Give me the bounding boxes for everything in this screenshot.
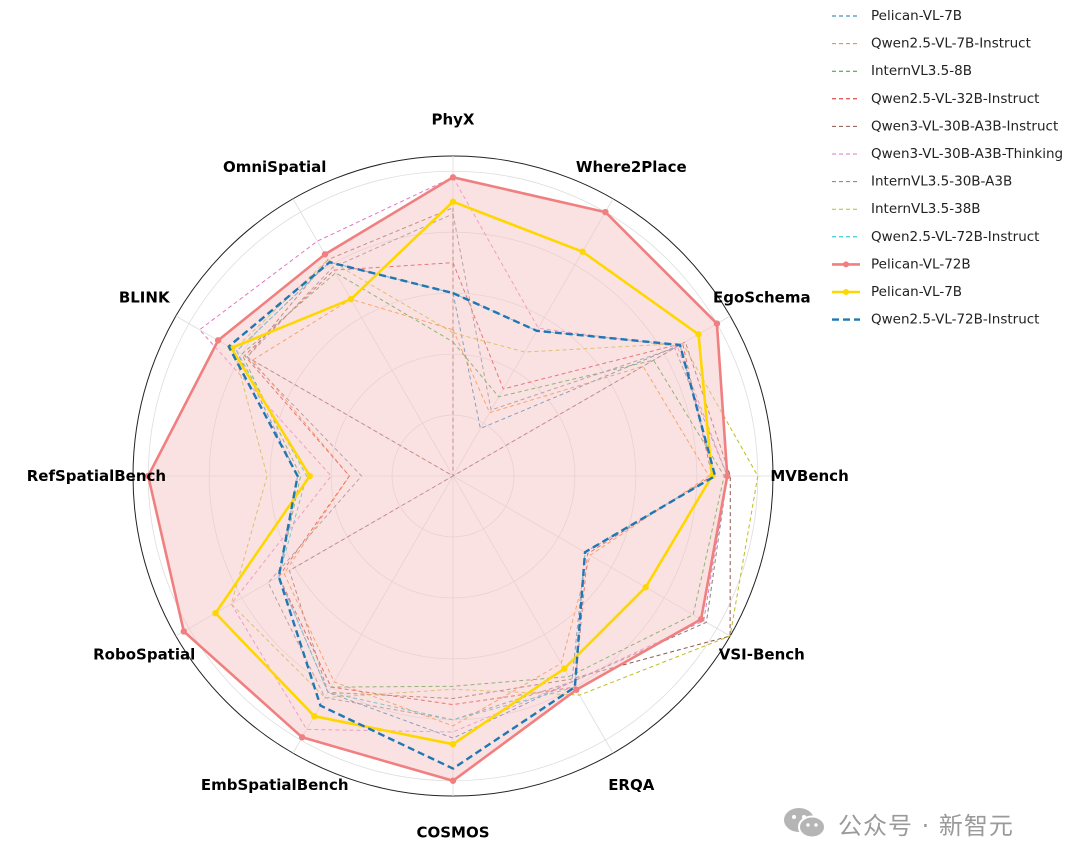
series-qwen2-5-vl-72b-instruct-11 xyxy=(227,261,717,770)
data-point-refspatialbench xyxy=(306,472,313,480)
axis-label-where2place: Where2Place xyxy=(576,158,687,176)
data-point-erqa xyxy=(573,686,580,693)
data-point-omnispatial xyxy=(347,295,355,303)
legend-item-internvl3-5-30b-a3b-6: InternVL3.5-30B-A3B xyxy=(832,174,1012,190)
legend-label: Qwen2.5-VL-72B-Instruct xyxy=(871,229,1039,245)
data-point-phyx xyxy=(449,174,457,181)
axis-label-robospatial: RoboSpatial xyxy=(93,645,195,663)
legend-label: InternVL3.5-30B-A3B xyxy=(871,174,1012,190)
data-point-vsi-bench xyxy=(642,584,649,591)
legend-marker xyxy=(843,289,849,295)
data-point-embspatialbench xyxy=(311,712,318,720)
axis-label-vsi-bench: VSI-Bench xyxy=(719,645,805,663)
series-layer xyxy=(145,174,759,784)
data-point-egoschema xyxy=(695,331,702,338)
axis-label-blink: BLINK xyxy=(119,289,171,307)
legend-item-pelican-vl-72b-9: Pelican-VL-72B xyxy=(832,256,971,272)
data-point-cosmos xyxy=(449,777,457,784)
series-fill xyxy=(148,177,728,781)
data-point-cosmos xyxy=(449,740,457,748)
axis-label-omnispatial: OmniSpatial xyxy=(223,158,326,176)
legend-item-internvl3-5-38b-7: InternVL3.5-38B xyxy=(832,201,981,217)
legend-item-qwen3-vl-30b-a3b-thinking-5: Qwen3-VL-30B-A3B-Thinking xyxy=(832,146,1063,162)
wechat-icon xyxy=(784,808,826,839)
legend-label: InternVL3.5-38B xyxy=(871,201,981,217)
legend-label: Pelican-VL-72B xyxy=(871,256,971,272)
data-point-refspatialbench xyxy=(145,472,152,480)
data-point-mvbench xyxy=(724,472,731,480)
legend-label: Qwen2.5-VL-32B-Instruct xyxy=(871,91,1039,107)
legend-item-qwen2-5-vl-32b-instruct-3: Qwen2.5-VL-32B-Instruct xyxy=(832,91,1039,107)
legend-label: Pelican-VL-7B xyxy=(871,8,962,24)
legend-label: Qwen3-VL-30B-A3B-Thinking xyxy=(871,146,1063,162)
axis-label-cosmos: COSMOS xyxy=(416,824,489,842)
watermark-text: 公众号 · 新智元 xyxy=(838,811,1014,840)
legend-label: InternVL3.5-8B xyxy=(871,63,972,79)
data-point-phyx xyxy=(449,198,457,205)
data-point-blink xyxy=(214,337,222,344)
axis-labels: PhyX Where2Place EgoSchema MVBench VSI-Bench… xyxy=(27,110,849,841)
axis-label-phyx: PhyX xyxy=(431,110,474,128)
legend-label: Qwen2.5-VL-7B-Instruct xyxy=(871,36,1031,52)
legend-item-qwen3-vl-30b-a3b-instruct-4: Qwen3-VL-30B-A3B-Instruct xyxy=(832,118,1058,134)
legend-item-qwen2-5-vl-7b-instruct-1: Qwen2.5-VL-7B-Instruct xyxy=(832,36,1031,52)
watermark: 公众号 · 新智元 xyxy=(782,806,1014,840)
axis-label-erqa: ERQA xyxy=(608,776,655,794)
axis-label-embspatialbench: EmbSpatialBench xyxy=(201,776,349,794)
data-point-erqa xyxy=(561,665,568,672)
legend-label: Qwen3-VL-30B-A3B-Instruct xyxy=(871,118,1058,134)
legend-marker xyxy=(843,261,849,268)
legend-item-qwen2-5-vl-72b-instruct-11: Qwen2.5-VL-72B-Instruct xyxy=(832,312,1039,328)
legend-label: Pelican-VL-7B xyxy=(871,284,962,300)
axis-label-refspatialbench: RefSpatialBench xyxy=(27,467,166,485)
data-point-where2place xyxy=(602,208,609,216)
legend-item-internvl3-5-8b-2: InternVL3.5-8B xyxy=(832,63,972,79)
series-line xyxy=(227,261,717,770)
data-point-robospatial xyxy=(180,628,187,635)
data-point-embspatialbench xyxy=(298,734,306,741)
legend-item-qwen2-5-vl-72b-instruct-8: Qwen2.5-VL-72B-Instruct xyxy=(832,229,1039,245)
data-point-egoschema xyxy=(713,320,721,327)
legend-item-pelican-vl-7b-0: Pelican-VL-7B xyxy=(832,8,962,24)
data-point-vsi-bench xyxy=(697,616,705,623)
legend-item-pelican-vl-7b-10: Pelican-VL-7B xyxy=(832,284,962,300)
series-pelican-vl-72b-9 xyxy=(145,174,731,784)
legend-label: Qwen2.5-VL-72B-Instruct xyxy=(871,312,1039,328)
axis-label-mvbench: MVBench xyxy=(770,467,848,485)
data-point-where2place xyxy=(579,248,586,255)
data-point-robospatial xyxy=(212,609,219,617)
data-point-omnispatial xyxy=(321,251,329,258)
legend: Pelican-VL-7B Qwen2.5-VL-7B-Instruct Inter… xyxy=(832,8,1063,328)
axis-label-egoschema: EgoSchema xyxy=(713,289,811,307)
